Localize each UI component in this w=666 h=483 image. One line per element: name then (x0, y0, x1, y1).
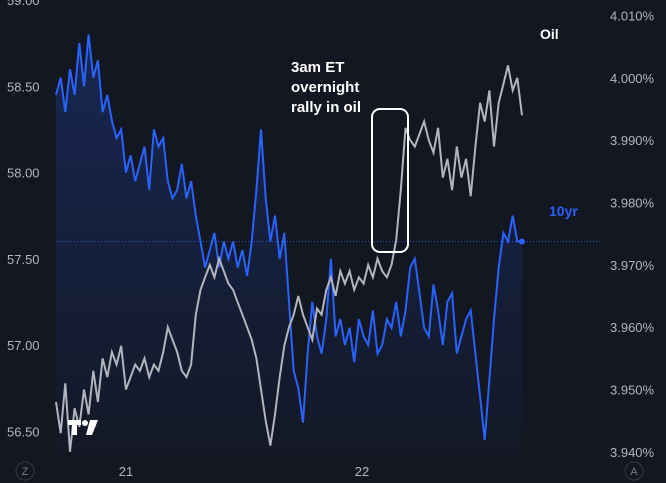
annotation-line-2: overnight (291, 79, 359, 96)
annotation-line-1: 3am ET (291, 59, 344, 76)
right-axis-tick-label: 3.940% (610, 445, 655, 460)
time-axis-tick-label: 21 (119, 464, 133, 479)
right-axis-tick-label: 3.970% (610, 258, 655, 273)
left-axis-tick-label: 57.00 (7, 338, 40, 353)
auto-scale-left-label: Z (22, 466, 29, 478)
right-yield-axis: 4.010% 4.000% 3.990% 3.980% 3.970% 3.960% 3.95… (610, 9, 655, 460)
left-axis-tick-label: 56.50 (7, 424, 40, 439)
auto-scale-left-button[interactable]: Z (15, 461, 35, 481)
series-10yr-line (55, 34, 522, 441)
series-oil-line (55, 65, 523, 452)
auto-scale-right-label: A (630, 466, 638, 478)
right-axis-tick-label: 3.990% (610, 133, 655, 148)
right-axis-tick-label: 3.960% (610, 320, 655, 335)
right-axis-tick-label: 3.950% (610, 383, 655, 398)
right-axis-tick-label: 4.000% (610, 71, 655, 86)
right-axis-tick-label: 4.010% (610, 9, 655, 24)
time-axis: 21 22 (119, 464, 369, 479)
right-axis-tick-label: 3.980% (610, 196, 655, 211)
annotation-highlight-box (371, 108, 409, 253)
ten-year-series-label: 10yr (549, 203, 578, 219)
tradingview-logo (68, 420, 98, 435)
left-axis-tick-label: 57.50 (7, 252, 40, 267)
left-price-axis: 59.00 58.50 58.00 57.50 57.00 56.50 (7, 0, 40, 439)
left-axis-tick-label: 59.00 (7, 0, 40, 8)
left-axis-tick-label: 58.50 (7, 79, 40, 94)
series-10yr-area (56, 34, 522, 452)
annotation-line-3: rally in oil (291, 99, 361, 116)
oil-series-label: Oil (540, 26, 559, 42)
left-axis-tick-label: 58.00 (7, 166, 40, 181)
time-axis-tick-label: 22 (355, 464, 369, 479)
auto-scale-right-button[interactable]: A (624, 461, 644, 481)
series-10yr-last-point (519, 238, 525, 245)
